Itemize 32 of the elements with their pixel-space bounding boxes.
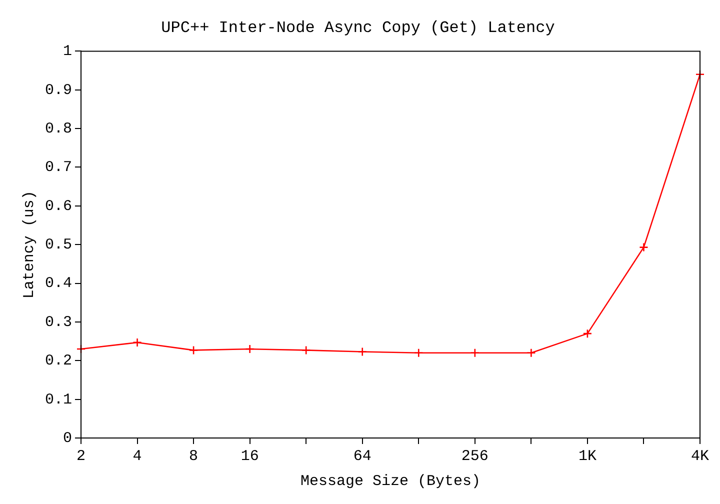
point [188, 346, 198, 355]
point [132, 338, 142, 348]
point [470, 348, 480, 358]
x-tick-label: 2 [76, 448, 86, 465]
point [358, 347, 368, 356]
x-tick-label: 4 [132, 448, 142, 465]
point [639, 242, 648, 252]
y-tick-label: 0.8 [44, 120, 72, 138]
y-tick-label: 0.3 [44, 314, 72, 331]
y-tick-label: 0.5 [44, 236, 72, 254]
y-tick-label: 1 [62, 43, 72, 60]
y-tick-label: 0.9 [44, 82, 72, 99]
chart-title: UPC++ Inter-Node Async Copy (Get) Latency [161, 18, 556, 37]
x-axis-title: Message Size (Bytes) [300, 472, 481, 490]
y-tick-label: 0.4 [44, 275, 72, 292]
y-tick-label: 0 [62, 430, 72, 447]
y-tick-label: 0.1 [44, 391, 72, 408]
point [582, 328, 592, 338]
x-tick-label: 4K [690, 448, 710, 465]
x-tick-label: 64 [353, 448, 372, 465]
y-axis-title: Latency (us) [20, 190, 38, 299]
y-tick-label: 0.6 [44, 198, 72, 215]
point [526, 348, 536, 358]
point [301, 346, 311, 355]
point [245, 344, 254, 354]
point [414, 348, 424, 358]
x-tick-label: 16 [240, 448, 259, 465]
y-tick-label: 0.7 [44, 159, 72, 176]
x-tick-label: 8 [189, 448, 198, 465]
x-tick-label: 256 [461, 448, 488, 465]
x-tick-label: 1K [578, 448, 596, 465]
y-tick-label: 0.2 [44, 352, 72, 370]
